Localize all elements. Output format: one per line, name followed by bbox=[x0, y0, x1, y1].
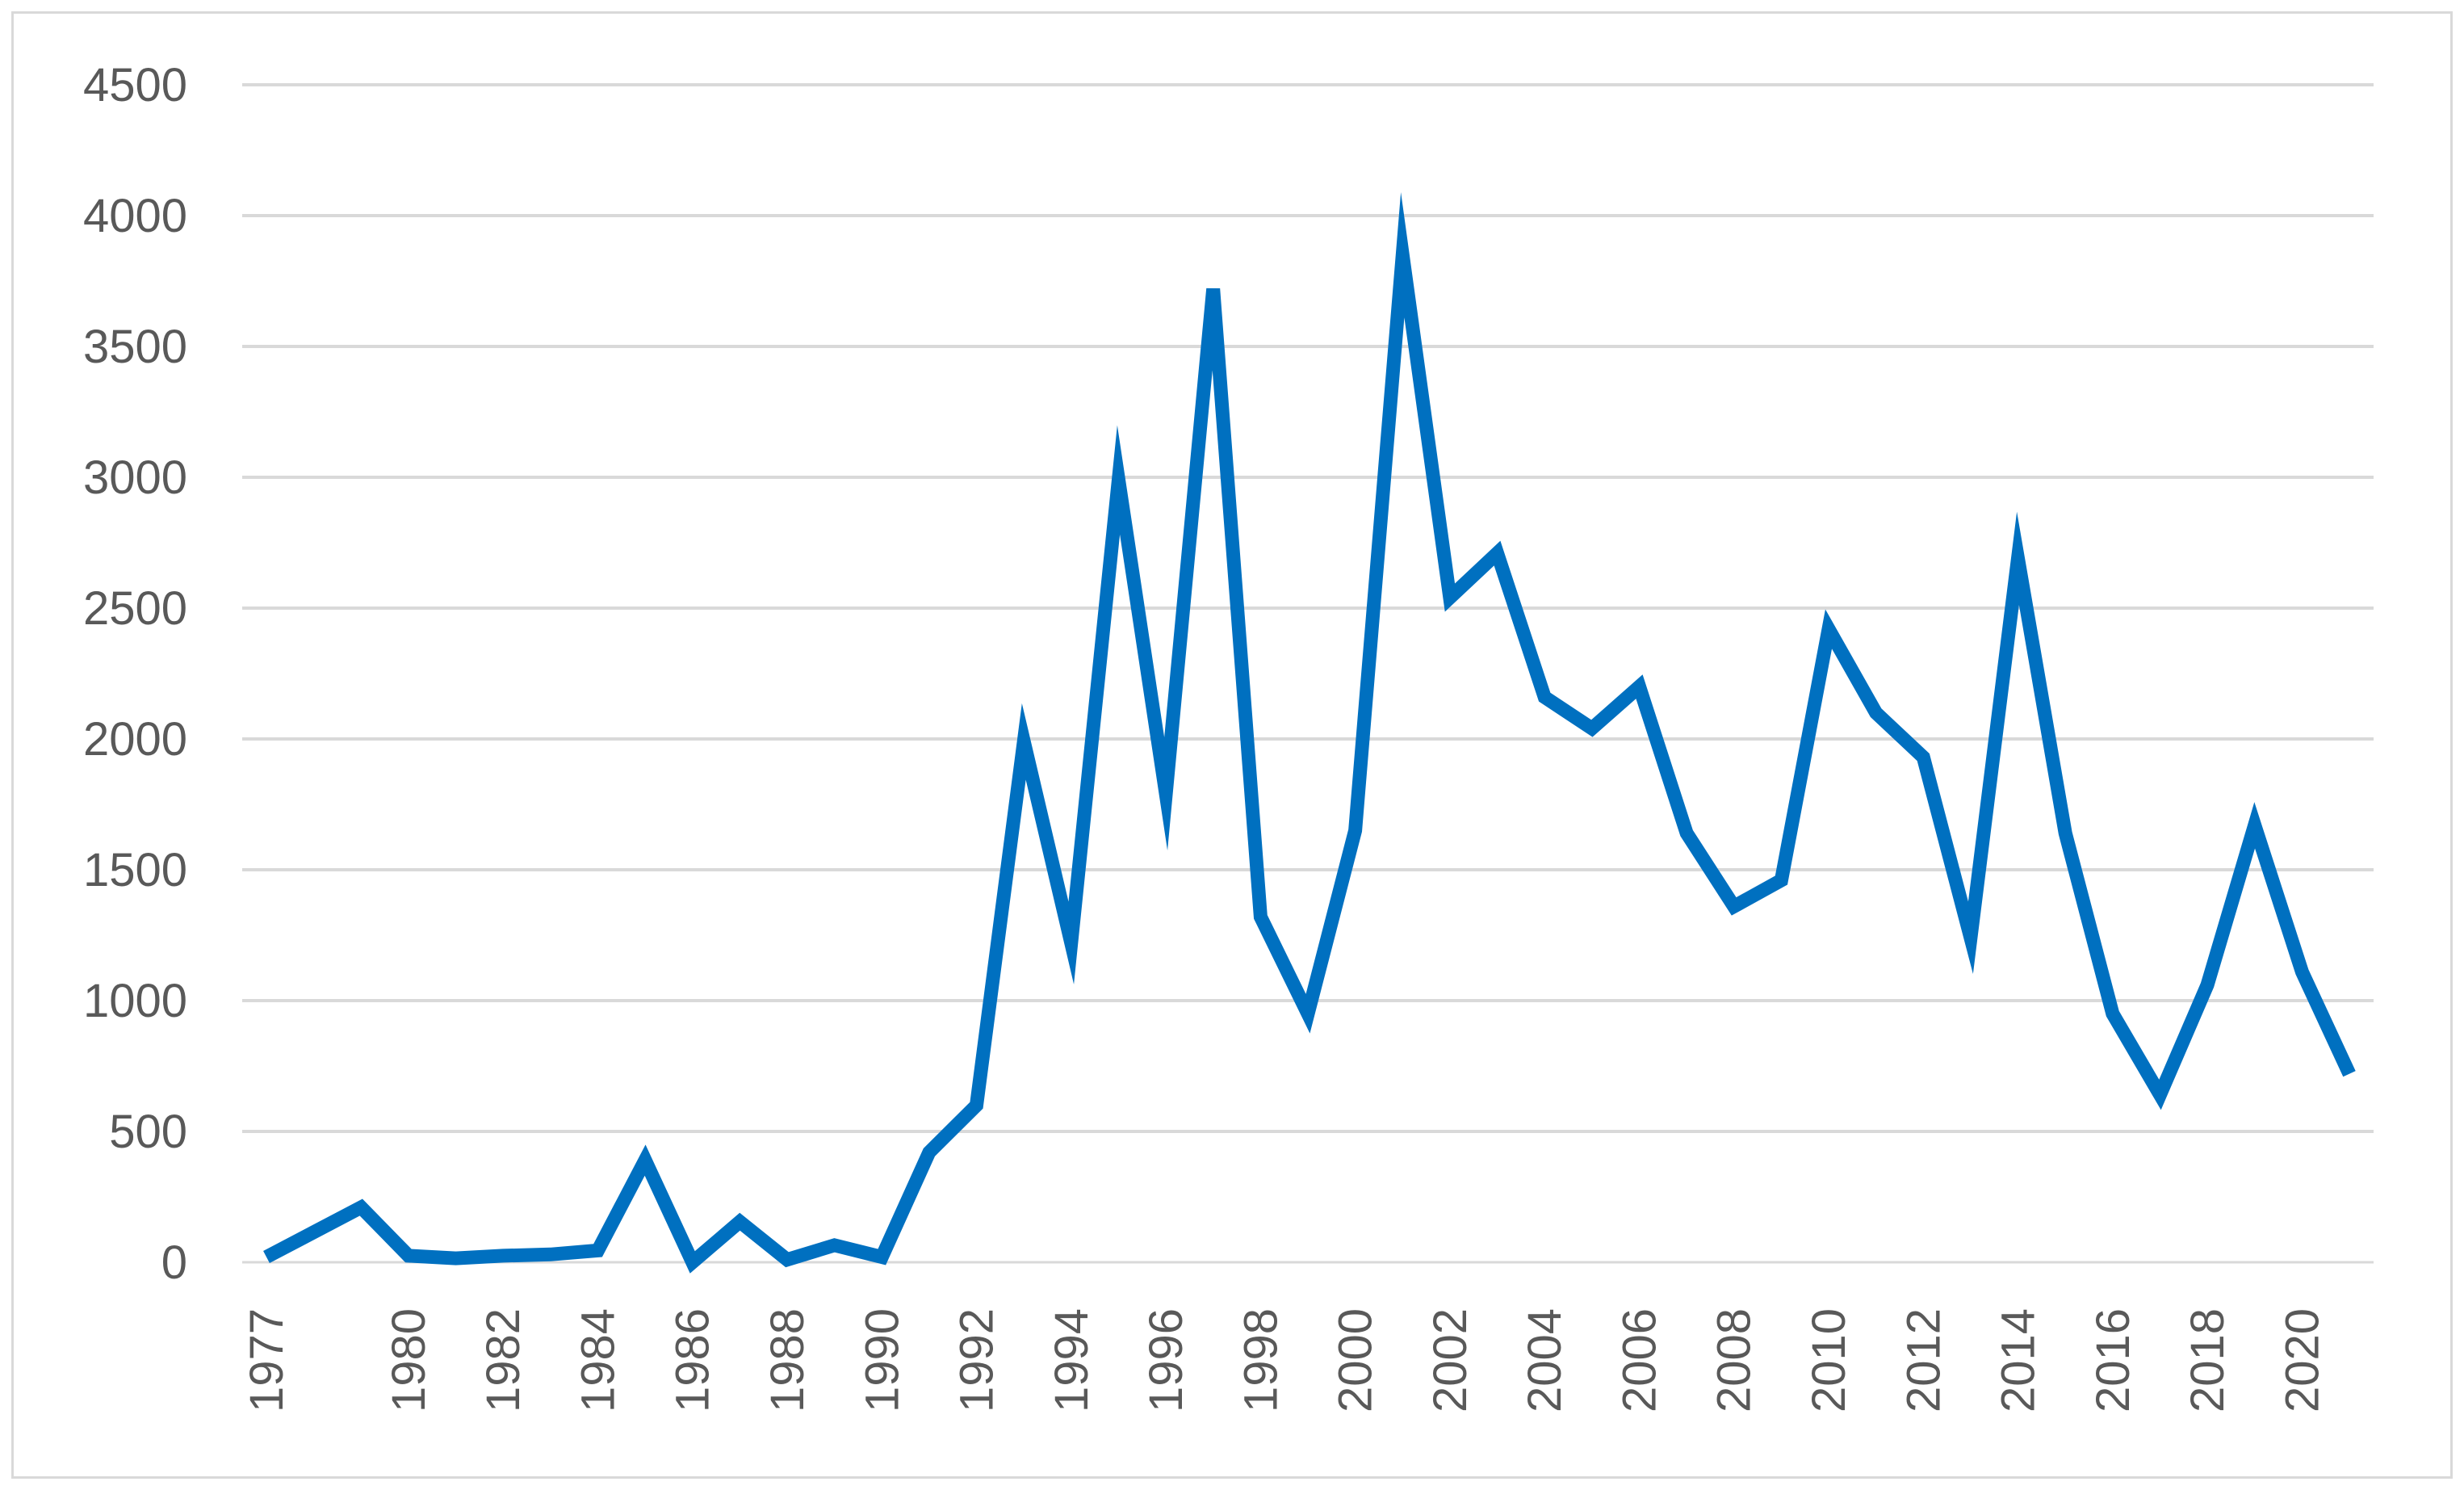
y-tick-label: 4000 bbox=[83, 190, 187, 242]
y-tick-label: 3500 bbox=[83, 321, 187, 373]
x-tick-label: 2008 bbox=[1708, 1308, 1761, 1412]
y-tick-label: 1500 bbox=[83, 844, 187, 896]
x-tick-label: 1992 bbox=[951, 1308, 1004, 1412]
x-tick-label: 2018 bbox=[2181, 1308, 2234, 1412]
x-tick-label: 1977 bbox=[241, 1308, 293, 1412]
x-tick-label: 2016 bbox=[2087, 1308, 2139, 1412]
x-tick-label: 2014 bbox=[1993, 1308, 2045, 1412]
y-tick-label: 2000 bbox=[83, 713, 187, 766]
x-tick-label: 2004 bbox=[1519, 1308, 1571, 1412]
y-tick-label: 4500 bbox=[83, 59, 187, 111]
y-tick-label: 3000 bbox=[83, 451, 187, 504]
y-tick-label: 0 bbox=[161, 1236, 187, 1289]
x-tick-label: 2020 bbox=[2276, 1308, 2328, 1412]
x-tick-label: 1980 bbox=[383, 1308, 435, 1412]
x-tick-label: 1998 bbox=[1234, 1308, 1287, 1412]
x-tick-label: 1982 bbox=[477, 1308, 530, 1412]
x-tick-label: 2012 bbox=[1897, 1308, 1950, 1412]
gridlines bbox=[242, 83, 2374, 1264]
y-tick-label: 1000 bbox=[83, 975, 187, 1027]
x-tick-label: 2006 bbox=[1613, 1308, 1666, 1412]
x-tick-label: 2000 bbox=[1330, 1308, 1382, 1412]
x-tick-label: 1990 bbox=[856, 1308, 908, 1412]
y-tick-label: 2500 bbox=[83, 582, 187, 635]
x-tick-label: 1988 bbox=[761, 1308, 814, 1412]
y-tick-label: 500 bbox=[109, 1106, 187, 1158]
x-tick-label: 1994 bbox=[1046, 1308, 1098, 1412]
x-axis: 1977 1980 1982 1984 1986 1988 1990 1992 1994 1996… bbox=[241, 1308, 2328, 1412]
series-line bbox=[263, 191, 2356, 1274]
y-axis-tick-labels: 0 500 1000 1500 2000 2500 3000 3500 4000 4500 bbox=[83, 59, 187, 1289]
x-tick-label: 1996 bbox=[1140, 1308, 1192, 1412]
x-tick-label: 1984 bbox=[572, 1308, 624, 1412]
x-tick-label: 2002 bbox=[1424, 1308, 1477, 1412]
x-tick-label: 1986 bbox=[667, 1308, 719, 1412]
x-tick-label: 2010 bbox=[1803, 1308, 1855, 1412]
series-line-0 bbox=[263, 191, 2356, 1274]
